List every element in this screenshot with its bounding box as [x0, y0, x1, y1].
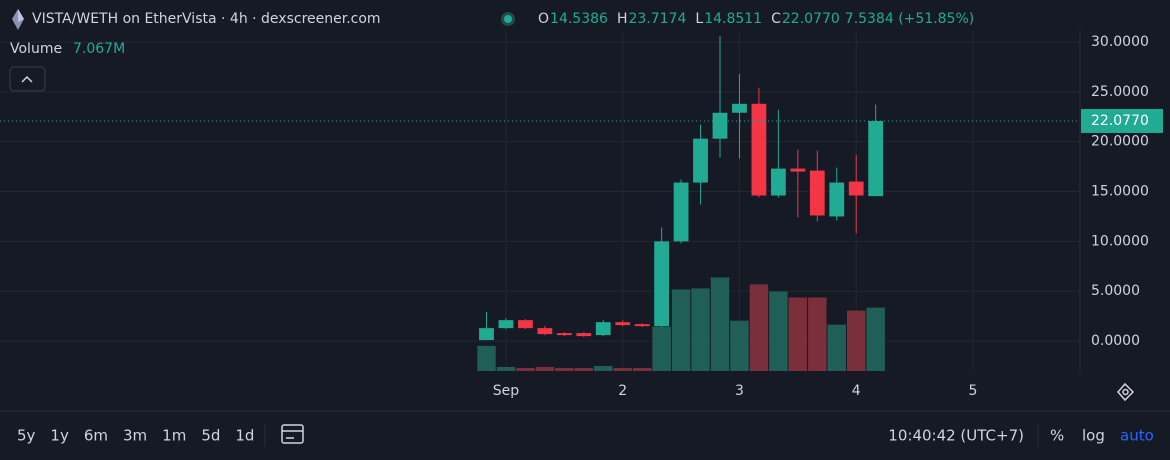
- candle-body: [751, 103, 767, 196]
- y-tick-label: 15.0000: [1091, 184, 1149, 200]
- date-range-icon[interactable]: [281, 424, 304, 444]
- candle-body: [770, 168, 786, 196]
- volume-bar: [555, 367, 574, 371]
- volume-bar: [730, 320, 749, 371]
- ohlc-key: C: [771, 11, 781, 27]
- candle-body: [595, 322, 611, 336]
- x-tick-label: 3: [735, 383, 744, 399]
- status-dot: [504, 15, 512, 23]
- candle-body: [790, 168, 806, 172]
- ohlc-value: 23.7174: [628, 11, 686, 27]
- volume-bar: [827, 324, 846, 371]
- candle-body: [732, 103, 747, 113]
- candle-body: [556, 333, 572, 336]
- range-button[interactable]: 3m: [123, 427, 147, 445]
- ohlc-change: 7.5384 (+51.85%): [845, 11, 974, 27]
- range-button[interactable]: 1y: [50, 427, 69, 445]
- volume-bar: [846, 310, 866, 371]
- candle-body: [634, 324, 650, 327]
- range-button[interactable]: 5d: [201, 427, 220, 445]
- candle-body: [479, 328, 494, 341]
- y-tick-label: 5.0000: [1091, 283, 1140, 299]
- volume-bar: [516, 367, 535, 371]
- candle-body: [498, 320, 514, 329]
- logo: [12, 9, 24, 30]
- y-tick-label: 30.0000: [1091, 34, 1149, 50]
- x-tick-label: Sep: [493, 383, 520, 399]
- settings-icon[interactable]: [1117, 382, 1135, 402]
- range-button[interactable]: 1m: [162, 427, 186, 445]
- candle-body: [868, 120, 884, 197]
- y-tick-label: 10.0000: [1091, 233, 1149, 249]
- volume-bar: [477, 345, 496, 371]
- y-tick-label: 20.0000: [1091, 134, 1149, 150]
- grid: [0, 30, 1080, 371]
- volume-bar: [866, 307, 885, 371]
- candle-body: [654, 241, 670, 327]
- x-tick-label: 2: [618, 383, 627, 399]
- percent-toggle[interactable]: %: [1050, 427, 1064, 445]
- candle-body: [537, 328, 553, 335]
- volume-bar: [749, 284, 769, 371]
- timezone-clock: 10:40:42 (UTC+7): [888, 427, 1024, 445]
- candle-body: [518, 320, 533, 329]
- volume-bar: [710, 277, 730, 371]
- ohlc-value: 14.5386: [550, 11, 608, 27]
- volume-bar: [496, 366, 516, 371]
- volume-bar: [535, 366, 555, 371]
- last-price-label: 22.0770: [1091, 113, 1149, 129]
- range-button[interactable]: 1d: [235, 427, 254, 445]
- volume-bar: [691, 288, 710, 371]
- volume-bar: [613, 367, 632, 371]
- candle-body: [673, 182, 689, 242]
- chart-title: VISTA/WETH on EtherVista · 4h · dexscree…: [32, 11, 381, 27]
- volume-bar: [808, 297, 827, 371]
- volume-bar: [574, 367, 594, 371]
- volume-bar: [769, 291, 788, 371]
- y-tick-label: 25.0000: [1091, 84, 1149, 100]
- volume-bar: [632, 367, 652, 371]
- candle-body: [615, 322, 631, 326]
- ohlc-key: L: [695, 11, 703, 27]
- candle-body: [848, 181, 864, 196]
- log-toggle[interactable]: log: [1082, 427, 1105, 445]
- auto-toggle[interactable]: auto: [1120, 427, 1154, 445]
- volume-label: Volume: [10, 41, 62, 57]
- candle-body: [712, 112, 728, 139]
- ohlc-value: 14.8511: [704, 11, 762, 27]
- last-price-box: [1081, 108, 1163, 133]
- volume-value: 7.067M: [73, 41, 125, 57]
- ohlc-key: H: [617, 11, 628, 27]
- volume-bar: [788, 297, 808, 371]
- candle-body: [809, 170, 825, 216]
- candle-body: [576, 333, 592, 337]
- candle-body: [693, 138, 708, 183]
- ohlc-value: 22.0770: [782, 11, 840, 27]
- candle-body: [829, 182, 845, 217]
- x-tick-label: 4: [852, 383, 861, 399]
- volume-bar: [671, 289, 691, 371]
- range-button[interactable]: 6m: [84, 427, 108, 445]
- volume-bar: [594, 365, 613, 371]
- ohlc-key: O: [538, 11, 549, 27]
- range-button[interactable]: 5y: [17, 427, 36, 445]
- volume-bar: [652, 326, 671, 371]
- collapse-button[interactable]: [9, 66, 46, 92]
- y-tick-label: 0.0000: [1091, 333, 1140, 349]
- x-tick-label: 5: [969, 383, 978, 399]
